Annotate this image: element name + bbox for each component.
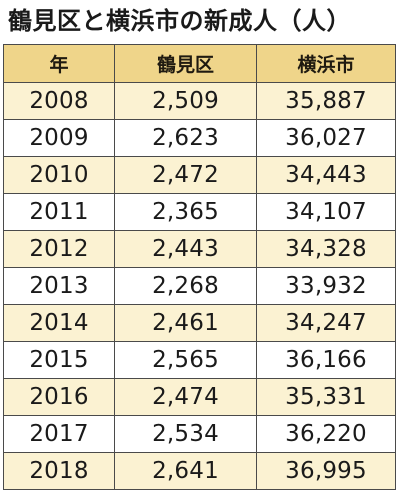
cell-tsurumi-count: 2,365 [114,193,257,231]
table-row: 2008 2,509 35,887 [3,82,396,120]
cell-year: 2015 [3,341,115,379]
cell-tsurumi-count: 2,623 [114,119,257,157]
cell-year: 2011 [3,193,115,231]
cell-year: 2009 [3,119,115,157]
cell-yokohama-count: 36,995 [256,452,396,490]
table-row: 2018 2,641 36,995 [3,452,396,490]
table-row: 2016 2,474 35,331 [3,378,396,416]
cell-year: 2018 [3,452,115,490]
cell-year: 2008 [3,82,115,120]
table-title: 鶴見区と横浜市の新成人（人） [8,7,351,35]
table-container: 年 鶴見区 横浜市 2008 2,509 35,887 2009 2,623 36,027… [3,44,396,490]
cell-yokohama-count: 33,932 [256,267,396,305]
cell-tsurumi-count: 2,509 [114,82,257,120]
cell-year: 2013 [3,267,115,305]
cell-year: 2012 [3,230,115,268]
header-row: 年 鶴見区 横浜市 [3,44,396,83]
cell-yokohama-count: 36,166 [256,341,396,379]
cell-yokohama-count: 35,331 [256,378,396,416]
cell-yokohama-count: 34,247 [256,304,396,342]
cell-tsurumi-count: 2,565 [114,341,257,379]
cell-year: 2010 [3,156,115,194]
table-row: 2011 2,365 34,107 [3,193,396,231]
cell-year: 2017 [3,415,115,453]
cell-tsurumi-count: 2,461 [114,304,257,342]
table-row: 2012 2,443 34,328 [3,230,396,268]
cell-yokohama-count: 36,027 [256,119,396,157]
cell-yokohama-count: 34,107 [256,193,396,231]
new-adults-table: 年 鶴見区 横浜市 2008 2,509 35,887 2009 2,623 36,027… [3,44,396,490]
column-header-tsurumi: 鶴見区 [114,44,257,83]
cell-yokohama-count: 35,887 [256,82,396,120]
table-row: 2015 2,565 36,166 [3,341,396,379]
cell-tsurumi-count: 2,534 [114,415,257,453]
cell-tsurumi-count: 2,641 [114,452,257,490]
cell-year: 2016 [3,378,115,416]
cell-yokohama-count: 34,443 [256,156,396,194]
cell-yokohama-count: 34,328 [256,230,396,268]
table-row: 2017 2,534 36,220 [3,415,396,453]
table-row: 2013 2,268 33,932 [3,267,396,305]
cell-tsurumi-count: 2,472 [114,156,257,194]
cell-tsurumi-count: 2,443 [114,230,257,268]
cell-tsurumi-count: 2,268 [114,267,257,305]
table-body: 2008 2,509 35,887 2009 2,623 36,027 2010 2,472 3… [3,82,396,490]
column-header-year: 年 [3,44,115,83]
column-header-yokohama: 横浜市 [256,44,396,83]
cell-year: 2014 [3,304,115,342]
cell-tsurumi-count: 2,474 [114,378,257,416]
table-row: 2014 2,461 34,247 [3,304,396,342]
cell-yokohama-count: 36,220 [256,415,396,453]
table-row: 2010 2,472 34,443 [3,156,396,194]
table-row: 2009 2,623 36,027 [3,119,396,157]
